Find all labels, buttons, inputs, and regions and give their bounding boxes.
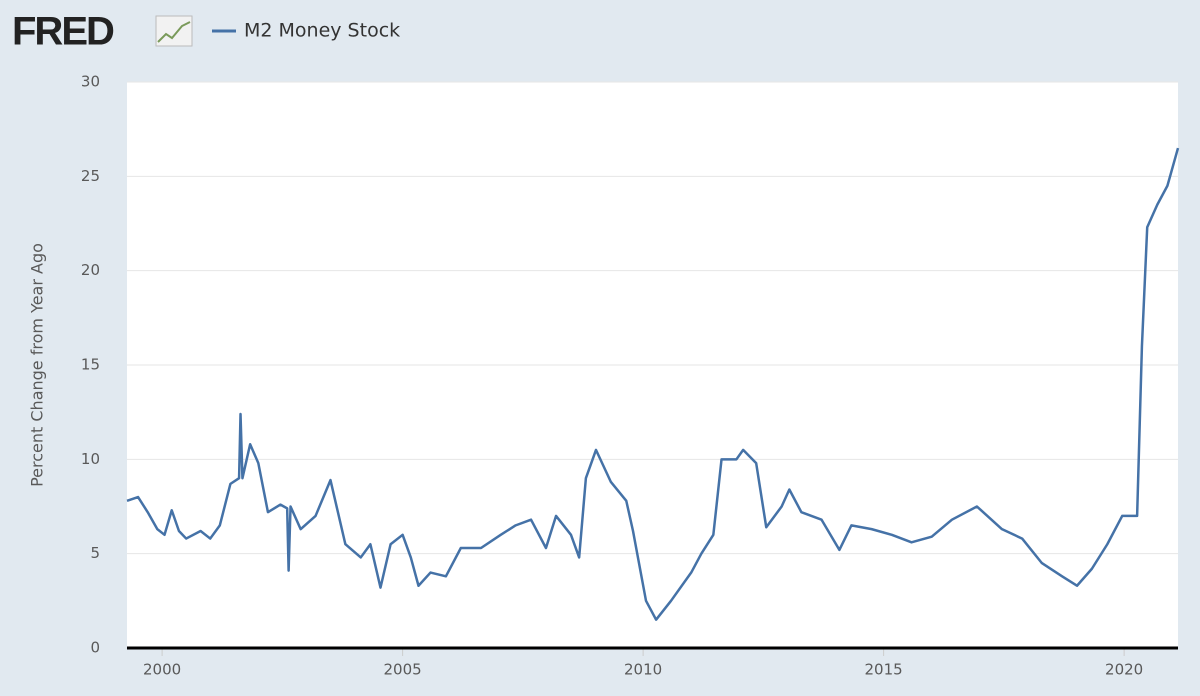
y-tick-label: 20 — [81, 261, 100, 279]
x-tick-label: 2015 — [865, 661, 903, 679]
x-tick-label: 2020 — [1105, 661, 1143, 679]
legend-label: M2 Money Stock — [244, 20, 400, 42]
y-tick-label: 15 — [81, 356, 100, 374]
x-tick-label: 2010 — [624, 661, 662, 679]
x-tick-label: 2000 — [143, 661, 181, 679]
y-tick-label: 25 — [81, 167, 100, 185]
y-tick-label: 30 — [81, 73, 100, 91]
y-axis-label: Percent Change from Year Ago — [28, 243, 47, 487]
data-line — [126, 147, 1180, 621]
logo-icon — [155, 15, 193, 47]
logo: FRED — [12, 10, 114, 54]
y-tick-label: 10 — [81, 450, 100, 468]
x-tick-label: 2005 — [384, 661, 422, 679]
y-tick-label: 5 — [90, 544, 100, 562]
y-tick-label: 0 — [90, 639, 100, 657]
